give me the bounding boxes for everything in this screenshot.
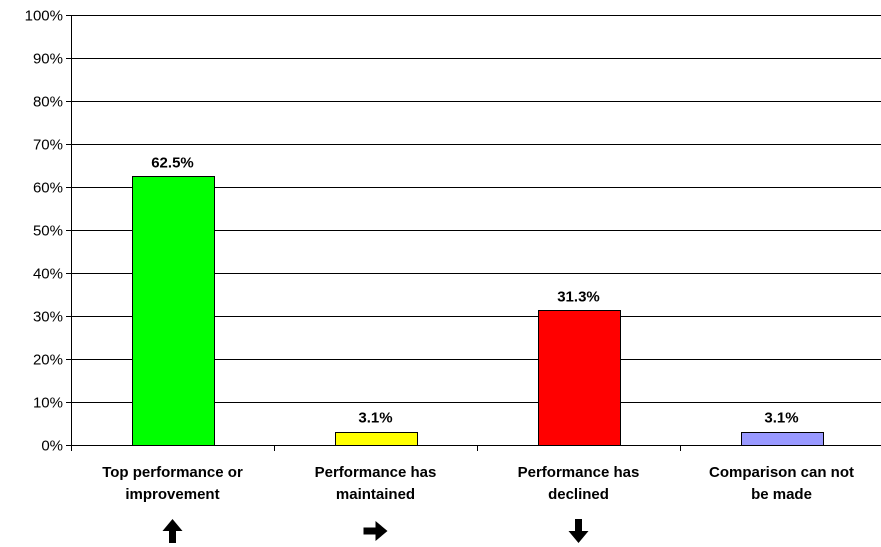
arrow-down-icon — [568, 519, 589, 543]
category-label-4-line-2: be made — [751, 486, 812, 503]
y-tick-label: 40% — [33, 266, 63, 283]
data-label-2: 3.1% — [358, 410, 392, 427]
category-label-3-line-2: declined — [548, 486, 609, 503]
bar-3 — [538, 310, 621, 446]
category-labels: Top performance or improvement Performance… — [102, 464, 854, 503]
category-label-1-line-2: improvement — [125, 486, 219, 503]
category-label-3-line-1: Performance has — [518, 464, 640, 481]
y-tick-label: 10% — [33, 395, 63, 412]
y-tick-label: 60% — [33, 180, 63, 197]
data-label-4: 3.1% — [764, 410, 798, 427]
category-label-1-line-1: Top performance or — [102, 464, 243, 481]
y-tick-label: 30% — [33, 309, 63, 326]
axes — [66, 15, 881, 451]
data-label-1: 62.5% — [151, 154, 194, 171]
data-labels: 62.5% 3.1% 31.3% 3.1% — [151, 154, 798, 426]
y-tick-label: 80% — [33, 94, 63, 111]
bar-4 — [741, 432, 824, 446]
category-label-2-line-1: Performance has — [315, 464, 437, 481]
bar-1 — [132, 176, 215, 446]
bar-2 — [335, 432, 418, 446]
y-tick-label: 20% — [33, 352, 63, 369]
y-tick-label: 100% — [25, 8, 63, 25]
arrow-right-icon — [363, 521, 388, 541]
arrow-up-icon — [162, 519, 183, 543]
data-label-3: 31.3% — [557, 288, 600, 305]
category-label-4-line-1: Comparison can not — [709, 464, 854, 481]
y-tick-label: 90% — [33, 51, 63, 68]
y-tick-label: 70% — [33, 137, 63, 154]
trend-icons — [162, 519, 589, 543]
bars — [132, 176, 824, 446]
y-axis-tick-labels: 0% 10% 20% 30% 40% 50% 60% 70% 80% 90% 100% — [25, 8, 63, 455]
category-label-2-line-2: maintained — [336, 486, 415, 503]
y-tick-label: 0% — [41, 438, 63, 455]
y-tick-label: 50% — [33, 223, 63, 240]
